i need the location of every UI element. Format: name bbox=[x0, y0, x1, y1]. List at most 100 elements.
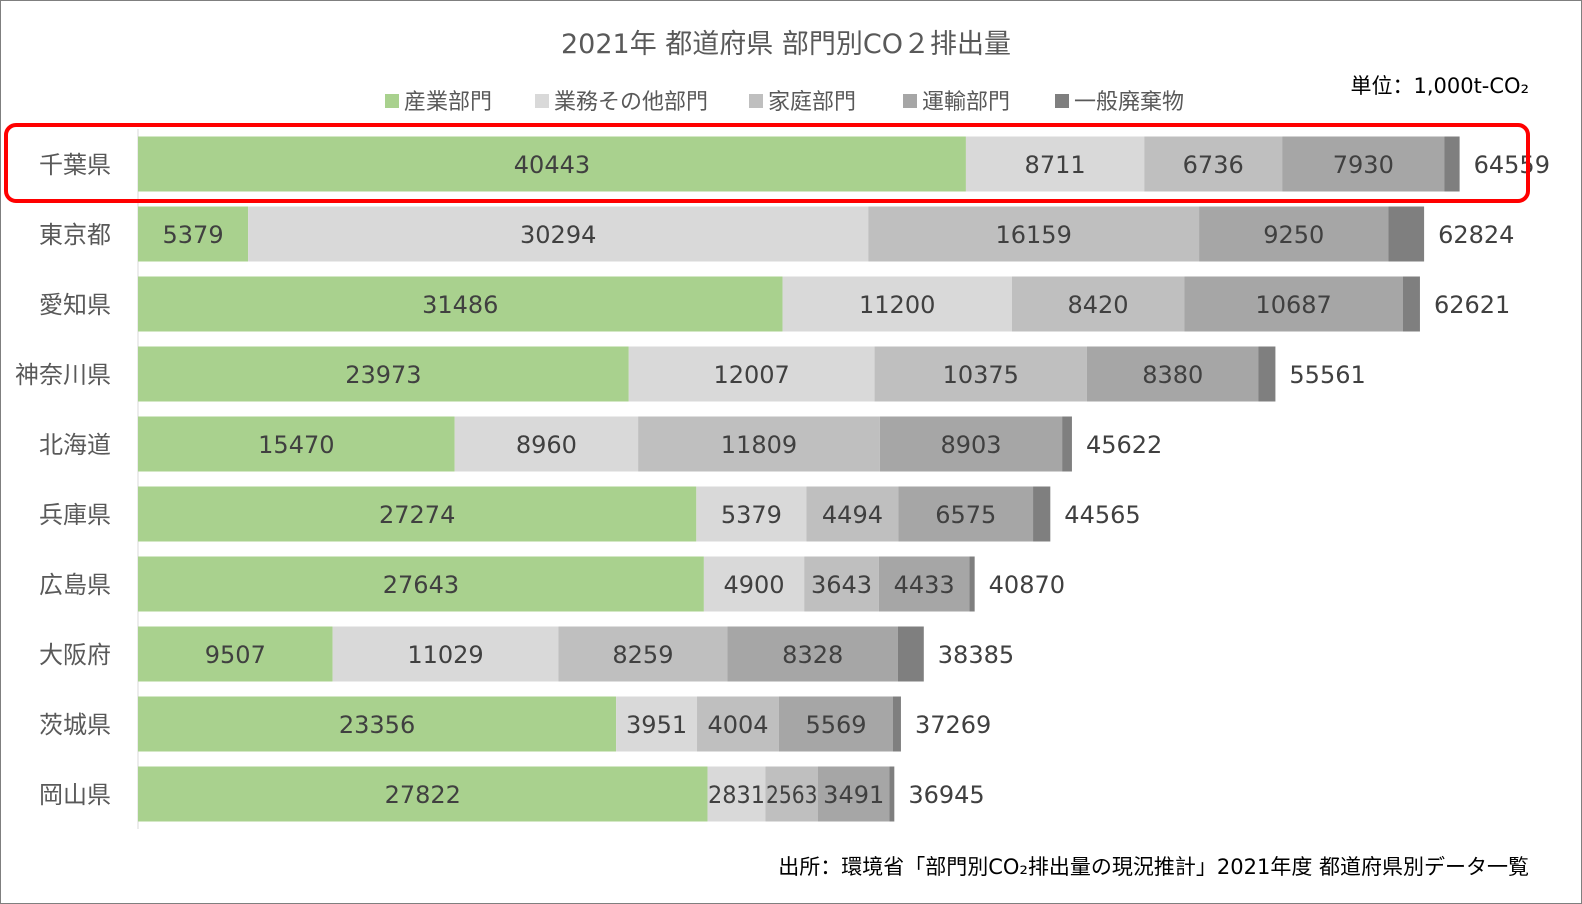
legend-swatch-3 bbox=[749, 94, 763, 108]
bar-segment bbox=[1199, 206, 1389, 262]
bars: 千葉県 40443 8711 6736 7930 64559 東京都 5379 30294 161… bbox=[15, 136, 1550, 822]
segment-value-label: 8420 bbox=[1067, 291, 1128, 319]
segment-value-label: 8903 bbox=[940, 431, 1001, 459]
segment-value-label: 4494 bbox=[822, 501, 883, 529]
segment-value-label: 8711 bbox=[1025, 151, 1086, 179]
bar-segment bbox=[138, 136, 966, 192]
category-label: 岡山県 bbox=[39, 781, 111, 809]
category-label: 茨城県 bbox=[39, 711, 111, 739]
legend-swatch-2 bbox=[535, 94, 549, 108]
segment-value-label: 40443 bbox=[514, 151, 590, 179]
segment-value-label: 2563 bbox=[766, 781, 817, 809]
total-value-label: 62824 bbox=[1438, 221, 1514, 249]
segment-value-label: 11809 bbox=[721, 431, 797, 459]
bar-segment bbox=[806, 486, 899, 542]
bar-segment bbox=[892, 696, 901, 752]
source-note: 出所：環境省「部門別CO₂排出量の現況推計」2021年度 都道府県別データ一覧 bbox=[778, 855, 1529, 879]
segment-value-label: 27822 bbox=[385, 781, 461, 809]
bar-segment bbox=[765, 766, 818, 822]
bar-segment bbox=[638, 416, 880, 472]
bar-segment bbox=[138, 556, 704, 612]
legend-label-4: 運輸部門 bbox=[922, 90, 1010, 115]
category-label: 千葉県 bbox=[39, 151, 111, 179]
segment-value-label: 3951 bbox=[626, 711, 687, 739]
bar-segment bbox=[817, 766, 890, 822]
segment-value-label: 16159 bbox=[995, 221, 1071, 249]
bar-segment bbox=[138, 696, 617, 752]
bar-segment bbox=[707, 766, 766, 822]
bar-segment bbox=[1062, 416, 1072, 472]
bar-segment bbox=[969, 556, 975, 612]
category-label: 北海道 bbox=[39, 431, 111, 459]
segment-value-label: 30294 bbox=[520, 221, 596, 249]
bar-segment bbox=[703, 556, 805, 612]
bar-segment bbox=[138, 346, 629, 402]
total-value-label: 62621 bbox=[1434, 291, 1510, 319]
bar-segment bbox=[804, 556, 879, 612]
legend-swatch-1 bbox=[385, 94, 399, 108]
bar-segment bbox=[898, 486, 1034, 542]
segment-value-label: 23973 bbox=[345, 361, 421, 389]
bar-segment bbox=[1402, 276, 1420, 332]
category-label: 東京都 bbox=[39, 221, 111, 249]
segment-value-label: 15470 bbox=[258, 431, 334, 459]
bar-segment bbox=[1184, 276, 1403, 332]
bar-segment bbox=[696, 486, 807, 542]
bar-segment bbox=[138, 486, 697, 542]
bar-segment bbox=[1086, 346, 1259, 402]
bar-segment bbox=[889, 766, 895, 822]
segment-value-label: 11029 bbox=[407, 641, 483, 669]
segment-value-label: 3491 bbox=[823, 781, 884, 809]
bar-segment bbox=[558, 626, 728, 682]
total-value-label: 36945 bbox=[908, 781, 984, 809]
bar-segment bbox=[248, 206, 869, 262]
legend-label-5: 一般廃棄物 bbox=[1074, 90, 1184, 115]
total-value-label: 38385 bbox=[938, 641, 1014, 669]
bar-segment bbox=[874, 346, 1087, 402]
bar-segment bbox=[1258, 346, 1276, 402]
bar-segment bbox=[879, 416, 1063, 472]
bar-segment bbox=[1144, 136, 1283, 192]
segment-value-label: 8960 bbox=[516, 431, 577, 459]
bar-segment bbox=[138, 626, 333, 682]
segment-value-label: 7930 bbox=[1333, 151, 1394, 179]
category-label: 愛知県 bbox=[39, 291, 111, 319]
segment-value-label: 6736 bbox=[1183, 151, 1244, 179]
category-label: 神奈川県 bbox=[15, 361, 111, 389]
total-value-label: 37269 bbox=[915, 711, 991, 739]
segment-value-label: 4433 bbox=[894, 571, 955, 599]
segment-value-label: 4004 bbox=[707, 711, 768, 739]
segment-value-label: 5379 bbox=[163, 221, 224, 249]
bar-segment bbox=[454, 416, 639, 472]
segment-value-label: 31486 bbox=[422, 291, 498, 319]
bar-segment bbox=[965, 136, 1145, 192]
total-value-label: 44565 bbox=[1064, 501, 1140, 529]
bar-segment bbox=[138, 206, 249, 262]
chart-title: 2021年 都道府県 部門別CO２排出量 bbox=[561, 29, 1011, 60]
bar-segment bbox=[138, 416, 455, 472]
segment-value-label: 23356 bbox=[339, 711, 415, 739]
segment-value-label: 12007 bbox=[713, 361, 789, 389]
highlight-box bbox=[4, 123, 1530, 203]
segment-value-label: 8328 bbox=[782, 641, 843, 669]
segment-value-label: 4900 bbox=[724, 571, 785, 599]
bar-segment bbox=[878, 556, 970, 612]
category-label: 兵庫県 bbox=[39, 501, 111, 529]
category-label: 広島県 bbox=[39, 571, 111, 599]
unit-label: 単位：1,000t-CO₂ bbox=[1350, 74, 1529, 98]
bar-segment bbox=[1388, 206, 1425, 262]
segment-value-label: 27643 bbox=[383, 571, 459, 599]
bar-segment bbox=[727, 626, 898, 682]
total-value-label: 64559 bbox=[1474, 151, 1550, 179]
bar-segment bbox=[1444, 136, 1460, 192]
segment-value-label: 9250 bbox=[1263, 221, 1324, 249]
bar-segment bbox=[138, 276, 783, 332]
bar-segment bbox=[778, 696, 893, 752]
bar-segment bbox=[868, 206, 1200, 262]
legend-label-2: 業務その他部門 bbox=[554, 90, 708, 115]
segment-value-label: 2831 bbox=[708, 781, 765, 809]
bar-segment bbox=[1282, 136, 1445, 192]
segment-value-label: 5379 bbox=[721, 501, 782, 529]
